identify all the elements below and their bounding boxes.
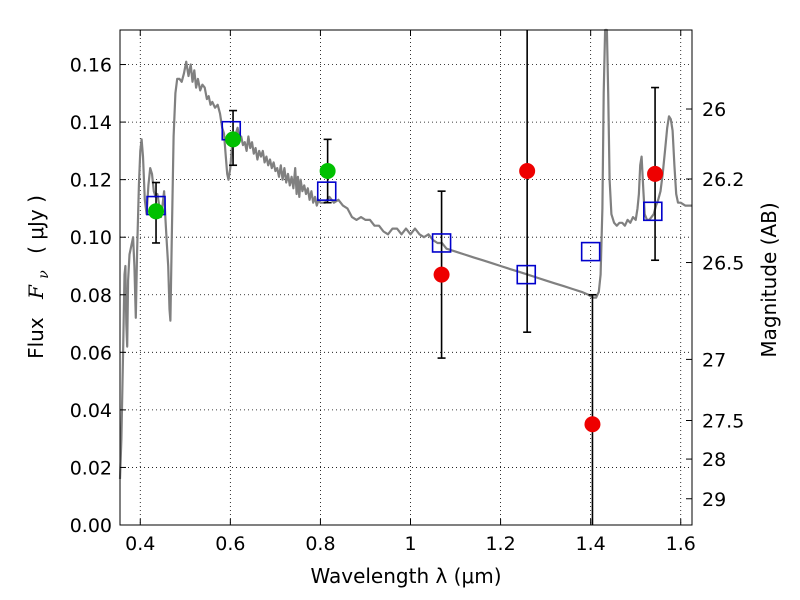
- plot-frame: [119, 29, 693, 526]
- magnitude-tick-label: 27: [702, 349, 726, 371]
- photometry-point: [584, 416, 601, 433]
- photometry-point: [433, 266, 450, 283]
- y-tick-label: 0.06: [70, 342, 112, 364]
- magnitude-axis-ticks: 26 26.2 26.5 27 27.5 28 29: [686, 99, 744, 511]
- y-tick-label: 0.04: [70, 400, 112, 422]
- photometry-point: [225, 131, 242, 148]
- y-axis-ticks: 0.00 0.02 0.04 0.06 0.08 0.10 0.12 0.14 0.16: [70, 55, 126, 537]
- magnitude-tick-label: 26: [702, 99, 726, 121]
- y-tick-label: 0.02: [70, 457, 112, 479]
- x-tick-label: 1.2: [485, 533, 515, 555]
- y-tick-label: 0.08: [70, 285, 112, 307]
- x-tick-label: 0.8: [305, 533, 335, 555]
- photometry-point: [319, 163, 336, 180]
- y-axis-label: Flux F ν ( μJy ): [24, 195, 53, 359]
- x-tick-label: 1.4: [576, 533, 606, 555]
- x-axis-label: Wavelength λ (μm): [310, 564, 501, 588]
- y-axis-label-unit: ( μJy ): [24, 195, 48, 254]
- magnitude-tick-label: 29: [702, 489, 726, 511]
- spectrum-line: [118, 28, 692, 480]
- grid-lines: [120, 30, 692, 526]
- photometry-point: [148, 203, 165, 220]
- magnitude-tick-label: 26.5: [702, 253, 744, 275]
- right-axis-label: Magnitude (AB): [757, 202, 781, 357]
- y-tick-label: 0.16: [70, 55, 112, 77]
- y-tick-label: 0.14: [70, 112, 112, 134]
- photometry-point: [647, 165, 664, 182]
- x-tick-label: 0.6: [215, 533, 245, 555]
- y-tick-label: 0.12: [70, 170, 112, 192]
- y-axis-label-subscript: ν: [36, 270, 52, 279]
- y-axis-label-symbol: F: [24, 284, 48, 300]
- y-tick-label: 0.00: [70, 515, 112, 537]
- y-axis-label-text: Flux: [24, 317, 48, 359]
- x-tick-label: 0.4: [125, 533, 155, 555]
- x-axis-ticks: 0.4 0.6 0.8 1 1.2 1.4 1.6: [125, 30, 696, 555]
- magnitude-tick-label: 27.5: [702, 411, 744, 433]
- model-band-square: [516, 264, 537, 285]
- magnitude-tick-label: 28: [702, 449, 726, 471]
- y-tick-label: 0.10: [70, 227, 112, 249]
- model-spectrum: [118, 28, 692, 480]
- magnitude-tick-label: 26.2: [702, 169, 744, 191]
- model-band-square: [431, 233, 452, 253]
- model-band-square: [316, 181, 337, 201]
- data-markers: [146, 120, 664, 433]
- photometry-point: [519, 163, 536, 180]
- model-band-square: [580, 241, 601, 262]
- x-tick-label: 1: [404, 533, 416, 555]
- x-tick-label: 1.6: [666, 533, 696, 555]
- error-bars: [152, 30, 660, 525]
- model-band-square: [643, 201, 663, 222]
